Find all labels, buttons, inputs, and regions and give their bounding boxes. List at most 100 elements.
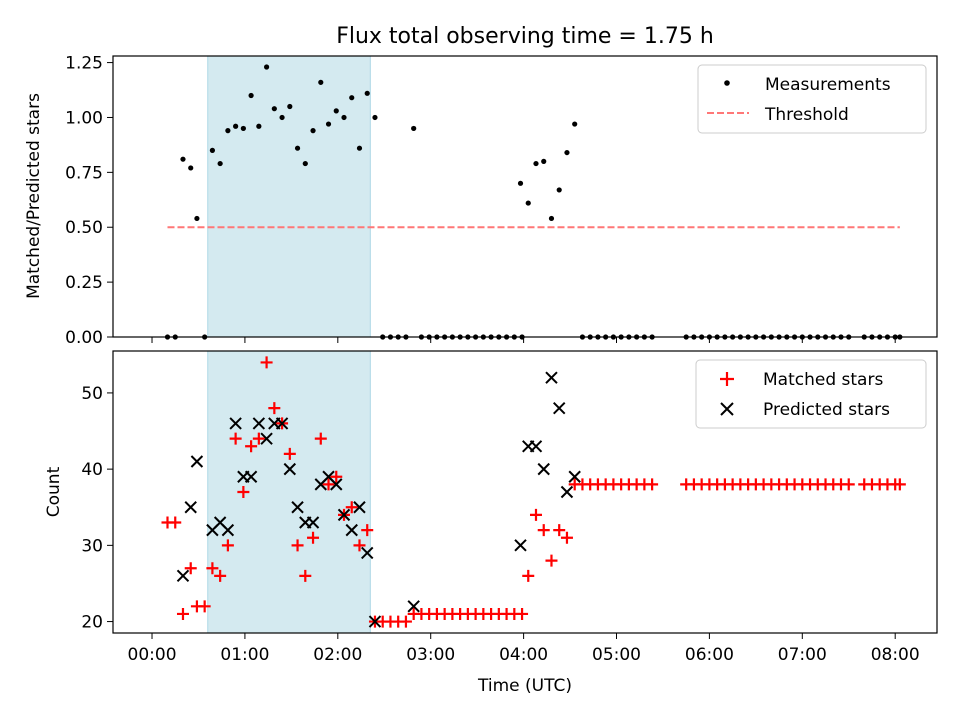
measurement-point [217,160,223,167]
matched-stars-point [330,470,343,483]
measurement-point [188,165,194,171]
top-y-tick-label: 0.75 [65,163,103,183]
predicted-stars-point [345,523,358,537]
predicted-stars-point [229,417,242,430]
measurement-point [263,64,270,70]
measurement-point [556,187,562,193]
top-y-tick-label: 1.25 [65,54,103,74]
bottom-y-axis-label: Count [44,466,64,517]
predicted-stars-point [330,478,343,491]
x-tick-label: 04:00 [499,645,548,665]
predicted-stars-point [529,440,543,453]
matched-stars-point [537,524,550,537]
measurement-point [310,128,316,134]
measurement-point [564,149,570,156]
matched-stars-point [221,539,234,552]
predicted-stars-point [368,615,382,628]
predicted-stars-legend-marker [720,402,734,416]
bottom-axes-frame [112,350,938,634]
matched-stars-point [245,440,258,453]
measurement-point [194,215,200,222]
measurement-point [525,200,531,206]
matched-stars-point [214,569,227,582]
predicted-stars-point [306,516,320,529]
matched-stars-point [291,539,304,552]
measurements-legend-marker [724,80,730,86]
matched-stars-point [268,402,281,415]
predicted-stars-legend-label: Predicted stars [763,400,890,420]
bottom-y-tick-label: 20 [81,613,103,633]
x-tick-label: 07:00 [778,645,827,665]
matched-stars-point [516,607,529,620]
predicted-stars-point [337,508,351,522]
bottom-y-tick-label: 40 [81,460,103,480]
top-legend: Measurements Threshold [697,64,927,134]
matched-stars-point [553,524,566,537]
matched-stars-point [646,478,659,491]
matched-stars-point [260,356,273,369]
measurement-point [287,103,293,110]
top-y-tick-label: 0.25 [65,273,103,293]
measurement-point [225,128,231,134]
predicted-stars-point [568,470,581,483]
predicted-stars-point [545,371,558,384]
measurement-point [180,156,186,162]
measurement-point [356,145,363,151]
matched-stars-point [560,531,573,544]
top-shaded-interval [207,55,371,338]
measurement-point [372,114,378,121]
matched-stars-point [529,508,542,521]
bottom-legend: Matched stars Predicted stars [695,359,927,429]
bottom-shaded-interval [207,350,371,634]
measurement-point [548,215,555,222]
matched-stars-point [399,615,412,628]
measurement-point [325,121,332,127]
measurement-point [233,123,239,129]
measurement-point [517,180,524,186]
predicted-stars-point [275,417,289,430]
measurement-point [333,108,339,114]
top-y-tick-label: 0.00 [65,328,103,348]
measurement-point [411,125,417,132]
predicted-stars-point [283,462,297,476]
matched-stars-point [198,600,211,613]
predicted-stars-point [514,539,527,552]
top-y-axis-label: Matched/Predicted stars [24,93,44,299]
bottom-legend-frame [695,359,927,429]
x-tick-label: 08:00 [871,645,920,665]
matched-stars-point [545,554,558,567]
predicted-stars-point [252,417,266,430]
measurement-point [318,79,324,85]
measurements-legend-label: Measurements [765,75,891,95]
top-y-tick-label: 1.00 [65,108,103,128]
matched-stars-point [893,478,906,491]
bottom-panel: 20 30 40 50 00:00 01:00 02:00 03:00 04:00 05:00 06… [81,350,938,665]
bottom-y-tick-label: 50 [81,384,103,404]
measurement-point [271,106,277,112]
matched-stars-point [842,478,855,491]
x-tick-label: 01:00 [220,645,269,665]
matched-stars-point [252,432,265,445]
measurement-point [572,121,578,127]
predicted-stars-point [260,432,273,445]
predicted-stars-point [184,501,197,514]
predicted-stars-point [553,401,566,415]
measurement-point [294,145,301,151]
matched-stars-legend-label: Matched stars [763,370,883,390]
predicted-stars-point [537,462,550,476]
predicted-stars-point [176,569,190,583]
matched-stars-point [299,569,312,582]
threshold-legend-label: Threshold [764,105,849,125]
predicted-stars-point [291,501,304,514]
x-tick-label: 03:00 [406,645,455,665]
measurement-point [248,92,254,99]
matched-stars-point [307,531,320,544]
measurement-point [364,90,370,96]
measurement-point [209,147,216,153]
chart-title: Flux total observing time = 1.75 h [336,24,714,49]
x-tick-label: 02:00 [313,645,362,665]
predicted-stars-point [190,455,204,468]
measurement-point [349,95,355,101]
matched-stars-point [322,478,335,491]
